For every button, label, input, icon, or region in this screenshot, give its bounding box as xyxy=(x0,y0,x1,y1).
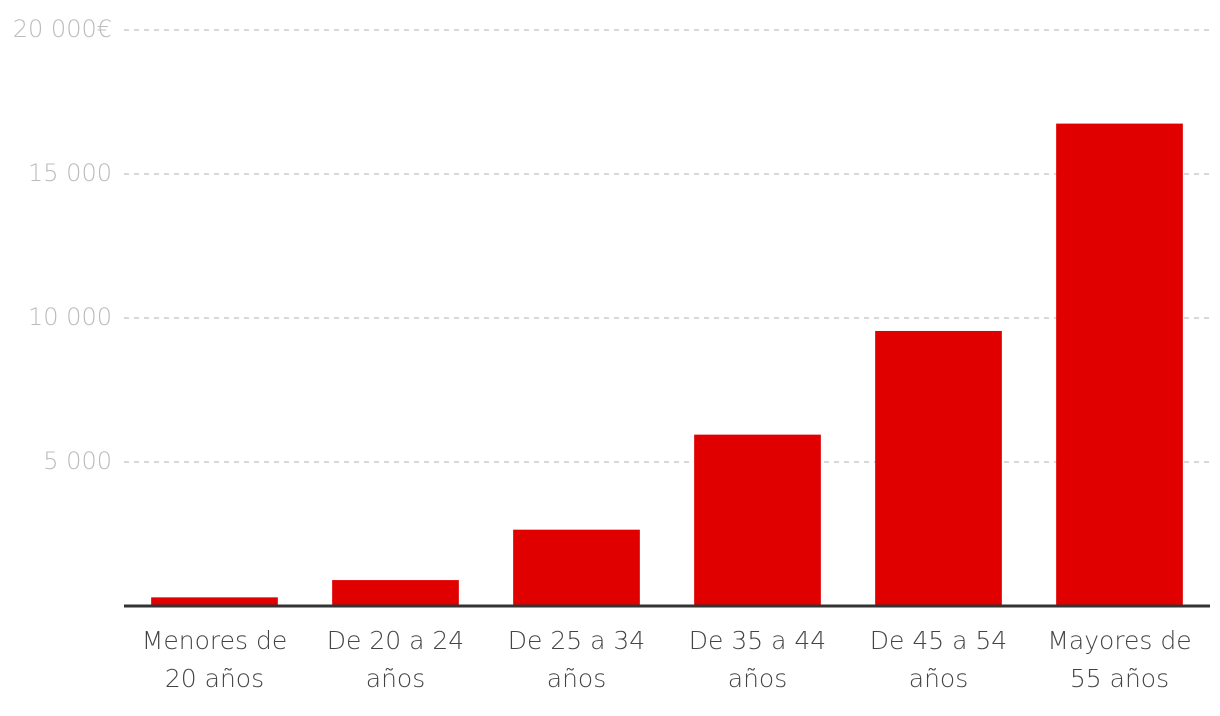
bar xyxy=(1056,123,1183,606)
x-tick-label: 20 años xyxy=(165,664,264,693)
x-tick-label: De 45 a 54 xyxy=(870,626,1007,655)
x-tick-label: De 25 a 34 xyxy=(508,626,645,655)
x-tick-label: Mayores de xyxy=(1047,626,1191,655)
bar xyxy=(513,529,640,606)
y-tick-label: 20 000€ xyxy=(13,15,112,43)
x-tick-label: años xyxy=(366,664,426,693)
x-tick-label: 55 años xyxy=(1070,664,1169,693)
y-tick-label: 5 000 xyxy=(43,447,112,475)
bar xyxy=(694,434,821,606)
x-tick-label: años xyxy=(547,664,607,693)
x-tick-label: De 20 a 24 xyxy=(327,626,464,655)
y-tick-label: 10 000 xyxy=(28,303,112,331)
x-tick-label: Menores de xyxy=(142,626,287,655)
x-tick-label: años xyxy=(728,664,788,693)
bar xyxy=(332,580,459,606)
y-tick-label: 15 000 xyxy=(28,159,112,187)
x-tick-label: De 35 a 44 xyxy=(689,626,826,655)
bar xyxy=(875,330,1002,606)
x-tick-label: años xyxy=(909,664,969,693)
bar xyxy=(151,597,278,606)
